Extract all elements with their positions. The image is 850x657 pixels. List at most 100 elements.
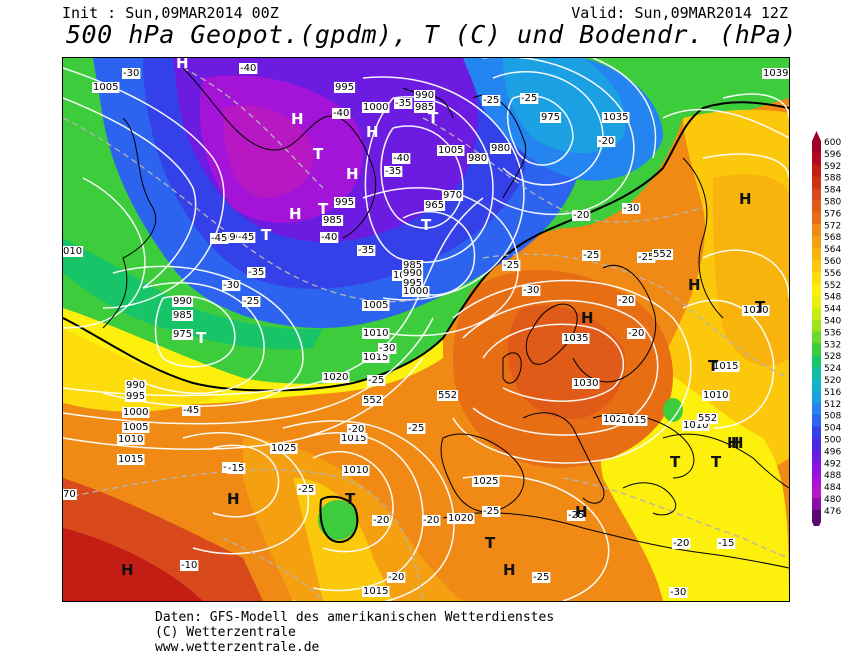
isotherm-label: -35 <box>358 245 374 256</box>
contour-552-label: 552 <box>653 249 672 260</box>
low-pressure-marker: T <box>485 534 496 552</box>
footer-website: www.wetterzentrale.de <box>155 640 320 655</box>
legend-label: 584 <box>824 186 841 196</box>
high-pressure-marker: H <box>346 165 359 183</box>
isotherm-label: -40 <box>393 153 409 164</box>
isobar-label: 985 <box>173 310 192 321</box>
legend-swatch <box>812 152 821 166</box>
isobar-label: 995 <box>335 197 354 208</box>
legend-swatch <box>812 176 821 190</box>
legend-swatch <box>812 141 821 154</box>
legend-swatch <box>812 283 821 297</box>
isotherm-label: -40 <box>333 108 349 119</box>
isobar-label: 1025 <box>271 443 296 454</box>
isotherm-label: -25 <box>533 572 549 583</box>
legend-label: 480 <box>824 495 841 505</box>
isobar-label: 1015 <box>341 433 366 444</box>
isotherm-label: -20 <box>673 538 689 549</box>
isobar-label: 1020 <box>603 414 628 425</box>
isobar-label: 1005 <box>363 300 388 311</box>
edge-label: 010 <box>63 246 82 257</box>
legend-swatch <box>812 212 821 225</box>
legend-label: 540 <box>824 317 841 327</box>
high-pressure-marker: H <box>366 123 379 141</box>
isotherm-label: -20 <box>423 515 439 526</box>
isotherm-label: -25 <box>298 484 314 495</box>
legend-swatch <box>812 224 821 237</box>
legend-swatch <box>812 474 821 487</box>
legend-swatch <box>812 236 821 249</box>
legend-swatch <box>812 414 821 428</box>
legend-swatch <box>812 331 821 344</box>
isotherm-label: -15 <box>718 538 734 549</box>
isobar-label: 1000 <box>403 286 428 297</box>
legend-label: 564 <box>824 245 841 255</box>
isotherm-label: -20 <box>348 424 364 435</box>
low-pressure-marker: T <box>345 490 356 508</box>
isobar-label: 1015 <box>713 361 738 372</box>
legend-swatch <box>812 271 821 285</box>
isobar-label: 1015 <box>363 586 388 597</box>
isotherm-label: -25 <box>583 250 599 261</box>
high-pressure-marker: H <box>575 503 588 521</box>
legend-swatch <box>812 486 821 499</box>
high-pressure-marker: H <box>289 205 302 223</box>
isotherm-label: -30 <box>670 587 686 598</box>
isobar-label: 995 <box>403 278 422 289</box>
isotherm-label: -35 <box>248 267 264 278</box>
isobar-label: 990 <box>403 268 422 279</box>
isobar-label: 1005 <box>93 82 118 93</box>
isobar-label: 1010 <box>703 390 728 401</box>
high-pressure-marker: H <box>731 434 744 452</box>
isobar-label: 1015 <box>363 352 388 363</box>
contour-552-label: 552 <box>363 395 382 406</box>
isobar-label: 995 <box>126 391 145 402</box>
isotherm-label: -25 <box>483 506 499 517</box>
high-pressure-marker: H <box>291 110 304 128</box>
legend-label: 488 <box>824 471 841 481</box>
low-pressure-marker: T <box>428 109 439 127</box>
legend-swatch <box>812 438 821 451</box>
isobar-label: 980 <box>491 143 510 154</box>
isobar-label: 1035 <box>603 112 628 123</box>
isotherm-label: -25 <box>503 260 519 271</box>
legend-swatch <box>812 426 821 439</box>
isobar-label: 995 <box>335 82 354 93</box>
legend-swatch <box>812 200 821 213</box>
isobar-label: 985 <box>323 215 342 226</box>
isobar-label: 1010 <box>343 465 368 476</box>
isobar-label: 1039 <box>763 68 788 79</box>
isotherm-label: -30 <box>223 280 239 291</box>
isobar-label: 1005 <box>123 422 148 433</box>
isotherm-label: -35 <box>395 98 411 109</box>
isobar-label: 970 <box>443 190 462 201</box>
low-pressure-marker: T <box>196 329 207 347</box>
legend-label: 568 <box>824 233 841 243</box>
legend-swatch <box>812 379 821 392</box>
isotherm-label: -20 <box>373 515 389 526</box>
legend-label: 496 <box>824 447 841 457</box>
isotherm-label: -25 <box>521 93 537 104</box>
high-pressure-marker: H <box>727 434 740 452</box>
isobar-label: 990 <box>223 232 242 243</box>
isobar-label: 985 <box>403 260 422 271</box>
legend-label: 524 <box>824 364 841 374</box>
contour-552-label: 552 <box>698 413 717 424</box>
isobar-label: 990 <box>173 296 192 307</box>
isotherm-label: -45 <box>238 232 254 243</box>
legend-swatch <box>812 319 821 332</box>
legend-swatch <box>812 462 821 475</box>
isotherm-label: -30 <box>523 285 539 296</box>
isobar-label: 1030 <box>573 378 598 389</box>
isobar-label: 1010 <box>118 434 143 445</box>
isotherm-label: -35 <box>385 166 401 177</box>
high-pressure-marker: H <box>581 309 594 327</box>
low-pressure-marker: T <box>711 453 722 471</box>
legend-label: 512 <box>824 400 841 410</box>
legend-swatch <box>812 390 821 404</box>
isotherm-label: -15 <box>228 463 244 474</box>
low-pressure-marker: T <box>313 145 324 163</box>
legend-label: 596 <box>824 150 841 160</box>
high-pressure-marker: H <box>121 561 134 579</box>
isotherm-label: -40 <box>240 63 256 74</box>
